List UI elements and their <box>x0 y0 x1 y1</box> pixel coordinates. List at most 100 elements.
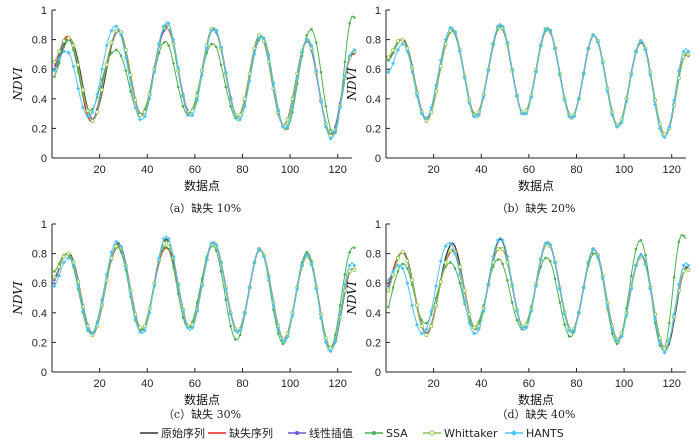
data-point <box>429 324 434 329</box>
data-point <box>467 101 472 106</box>
y-tick-label: 0.2 <box>32 123 47 135</box>
data-point <box>224 85 228 89</box>
data-point <box>128 291 133 296</box>
data-point <box>500 238 505 243</box>
y-tick-label: 0.8 <box>366 249 381 261</box>
data-point <box>209 241 214 246</box>
data-point <box>519 111 524 116</box>
data-point <box>572 114 577 119</box>
series-line <box>387 236 689 354</box>
data-point <box>171 254 176 259</box>
data-point <box>567 114 572 119</box>
data-point <box>419 331 424 336</box>
series-HANTS <box>52 21 357 141</box>
data-point <box>157 42 162 47</box>
data-point <box>610 332 614 335</box>
data-point <box>500 247 505 252</box>
data-point <box>514 309 519 314</box>
data-point <box>181 104 185 108</box>
data-point <box>462 76 467 81</box>
data-point <box>434 83 438 88</box>
data-point <box>133 316 138 321</box>
data-point <box>543 27 548 32</box>
data-point <box>638 39 643 44</box>
data-point <box>138 113 143 118</box>
data-point <box>672 275 676 279</box>
data-point <box>453 30 458 35</box>
data-point <box>204 46 209 51</box>
data-point <box>563 323 566 326</box>
data-point <box>686 263 691 268</box>
data-point <box>662 346 667 351</box>
data-point <box>157 256 162 261</box>
y-tick-label: 1 <box>41 219 47 231</box>
data-point <box>190 113 195 118</box>
data-point <box>529 95 534 100</box>
data-point <box>681 263 686 268</box>
legend-item: HANTS <box>505 427 564 440</box>
data-point <box>619 334 624 339</box>
data-point <box>95 92 100 97</box>
data-point <box>214 28 219 33</box>
series-line <box>53 235 355 352</box>
legend-marker <box>429 430 435 436</box>
data-point <box>210 42 213 46</box>
data-point <box>114 239 119 244</box>
data-point <box>505 40 510 45</box>
data-point <box>491 254 496 259</box>
data-point <box>486 68 491 73</box>
data-point <box>266 275 271 280</box>
data-point <box>300 50 304 55</box>
data-point <box>90 110 95 115</box>
x-tick-label: 40 <box>141 378 153 390</box>
data-point <box>61 49 66 54</box>
y-tick-label: 0.6 <box>366 64 381 76</box>
data-point <box>76 284 81 289</box>
y-tick-label: 0.8 <box>32 249 47 261</box>
x-tick-label: 40 <box>475 164 487 176</box>
data-point <box>425 321 428 325</box>
data-point <box>85 327 90 332</box>
series-line <box>53 21 355 140</box>
data-point <box>229 324 232 328</box>
data-point <box>95 321 100 326</box>
y-tick-label: 0.4 <box>366 94 381 106</box>
data-point <box>643 47 648 52</box>
data-point <box>576 310 581 315</box>
data-point <box>271 303 276 308</box>
data-point <box>429 105 434 110</box>
data-point <box>114 24 119 29</box>
data-point <box>539 265 543 269</box>
data-point <box>610 113 615 118</box>
data-point <box>387 59 390 62</box>
data-point <box>505 254 510 259</box>
data-point <box>562 98 567 103</box>
data-point <box>619 120 624 125</box>
data-point <box>501 262 504 266</box>
y-tick-label: 0.4 <box>32 94 47 106</box>
x-tick-label: 100 <box>281 378 299 390</box>
data-point <box>591 252 595 255</box>
data-point <box>406 267 409 270</box>
series-line <box>387 24 689 135</box>
series-line <box>388 24 689 135</box>
data-point <box>681 49 686 54</box>
y-tick-label: 1 <box>41 5 47 17</box>
data-point <box>233 114 238 119</box>
data-point <box>557 73 562 78</box>
data-point <box>667 124 672 129</box>
data-point <box>462 298 467 303</box>
data-point <box>524 325 529 330</box>
y-tick-label: 0.8 <box>32 35 47 47</box>
data-point <box>57 56 62 61</box>
data-point <box>128 82 133 86</box>
y-axis-label: NDVI <box>345 281 359 316</box>
data-point <box>185 325 190 330</box>
data-point <box>595 254 600 259</box>
data-point <box>52 284 57 289</box>
legend-item: 线性插值 <box>288 426 353 440</box>
data-point <box>172 61 175 65</box>
data-point <box>657 126 662 131</box>
